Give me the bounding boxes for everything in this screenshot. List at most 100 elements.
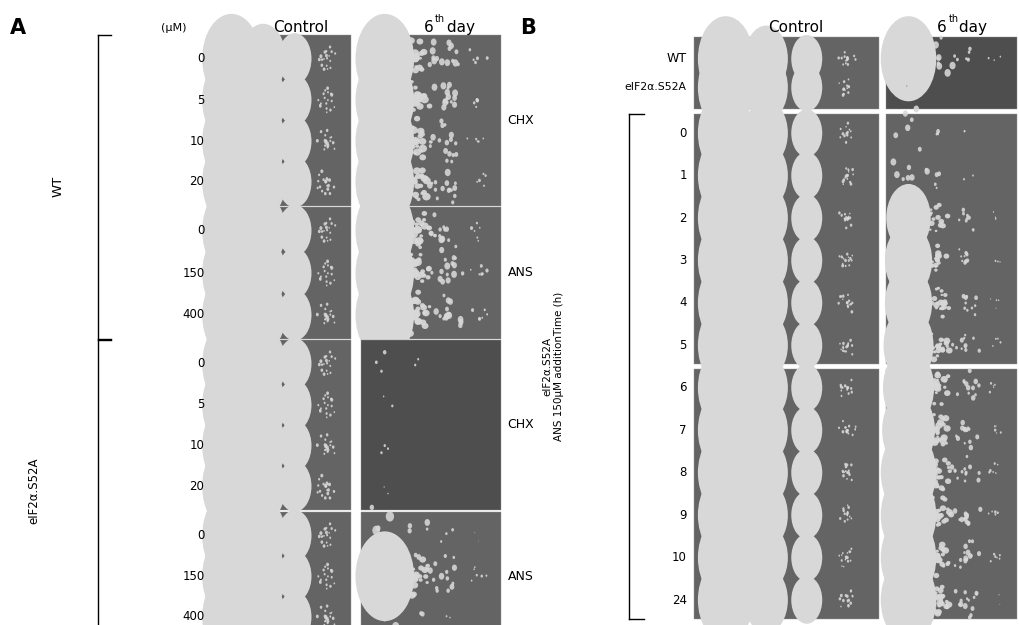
Ellipse shape <box>929 332 932 335</box>
Ellipse shape <box>444 262 449 269</box>
Ellipse shape <box>324 179 327 183</box>
Ellipse shape <box>842 178 845 182</box>
Ellipse shape <box>453 152 458 157</box>
Ellipse shape <box>411 591 417 597</box>
Bar <box>207 512 351 625</box>
Ellipse shape <box>318 229 320 233</box>
Ellipse shape <box>316 312 319 316</box>
Ellipse shape <box>937 485 944 491</box>
Ellipse shape <box>804 508 809 512</box>
Ellipse shape <box>839 127 841 130</box>
Ellipse shape <box>426 226 432 231</box>
Ellipse shape <box>419 556 426 562</box>
Ellipse shape <box>418 246 422 249</box>
Ellipse shape <box>414 578 418 581</box>
Ellipse shape <box>409 67 412 70</box>
Ellipse shape <box>808 180 811 184</box>
Ellipse shape <box>810 209 813 212</box>
Ellipse shape <box>425 275 430 279</box>
Ellipse shape <box>967 51 969 54</box>
Ellipse shape <box>301 304 303 306</box>
Ellipse shape <box>296 363 300 366</box>
Ellipse shape <box>294 536 297 538</box>
Ellipse shape <box>287 135 292 139</box>
Ellipse shape <box>811 176 812 178</box>
Ellipse shape <box>971 228 974 232</box>
Ellipse shape <box>902 111 907 117</box>
Ellipse shape <box>931 473 935 476</box>
Ellipse shape <box>322 482 324 486</box>
Ellipse shape <box>303 99 305 101</box>
Ellipse shape <box>404 312 409 316</box>
Ellipse shape <box>933 594 941 601</box>
Ellipse shape <box>300 529 305 533</box>
Ellipse shape <box>961 294 965 299</box>
Ellipse shape <box>293 142 296 144</box>
Ellipse shape <box>934 345 937 348</box>
Text: eIF2α.S52A: eIF2α.S52A <box>28 457 41 524</box>
Ellipse shape <box>415 142 418 145</box>
Ellipse shape <box>410 237 418 244</box>
Ellipse shape <box>849 463 852 466</box>
Ellipse shape <box>958 518 960 521</box>
Ellipse shape <box>299 538 305 542</box>
Ellipse shape <box>324 484 327 488</box>
Ellipse shape <box>327 483 328 485</box>
Ellipse shape <box>935 203 941 208</box>
Ellipse shape <box>809 389 812 392</box>
Ellipse shape <box>938 598 942 601</box>
Ellipse shape <box>301 131 303 132</box>
Ellipse shape <box>957 219 959 221</box>
Ellipse shape <box>438 314 441 318</box>
Ellipse shape <box>930 427 937 433</box>
Ellipse shape <box>842 346 844 349</box>
Ellipse shape <box>801 470 806 474</box>
Ellipse shape <box>935 54 941 61</box>
Ellipse shape <box>449 584 453 590</box>
Ellipse shape <box>317 272 319 274</box>
Ellipse shape <box>744 26 787 92</box>
Ellipse shape <box>964 512 968 518</box>
Ellipse shape <box>991 385 994 387</box>
Ellipse shape <box>293 575 297 578</box>
Ellipse shape <box>801 87 803 89</box>
Ellipse shape <box>850 259 852 262</box>
Ellipse shape <box>934 307 937 309</box>
Ellipse shape <box>843 350 845 352</box>
Ellipse shape <box>292 315 296 318</box>
Ellipse shape <box>414 364 416 366</box>
Ellipse shape <box>290 272 296 276</box>
Ellipse shape <box>931 438 938 444</box>
Ellipse shape <box>965 516 968 519</box>
Ellipse shape <box>202 55 261 145</box>
Ellipse shape <box>965 558 967 561</box>
Ellipse shape <box>411 142 415 146</box>
Ellipse shape <box>882 349 933 427</box>
Ellipse shape <box>937 601 944 606</box>
Ellipse shape <box>809 346 811 349</box>
Ellipse shape <box>928 301 933 305</box>
Ellipse shape <box>805 386 809 389</box>
Ellipse shape <box>413 309 419 315</box>
Ellipse shape <box>847 387 848 389</box>
Ellipse shape <box>934 215 940 220</box>
Ellipse shape <box>293 571 297 574</box>
Ellipse shape <box>953 564 956 567</box>
Ellipse shape <box>850 310 853 314</box>
Ellipse shape <box>438 234 441 238</box>
Ellipse shape <box>964 301 966 304</box>
Ellipse shape <box>319 277 321 279</box>
Ellipse shape <box>805 429 808 431</box>
Ellipse shape <box>333 279 335 281</box>
Ellipse shape <box>399 42 407 48</box>
Ellipse shape <box>412 573 418 579</box>
Ellipse shape <box>405 88 409 92</box>
Ellipse shape <box>806 60 810 64</box>
Ellipse shape <box>798 387 803 391</box>
Text: 7: 7 <box>679 424 686 437</box>
Ellipse shape <box>293 67 297 70</box>
Ellipse shape <box>317 180 319 182</box>
Ellipse shape <box>968 445 972 451</box>
Ellipse shape <box>932 205 937 210</box>
Ellipse shape <box>404 299 412 307</box>
